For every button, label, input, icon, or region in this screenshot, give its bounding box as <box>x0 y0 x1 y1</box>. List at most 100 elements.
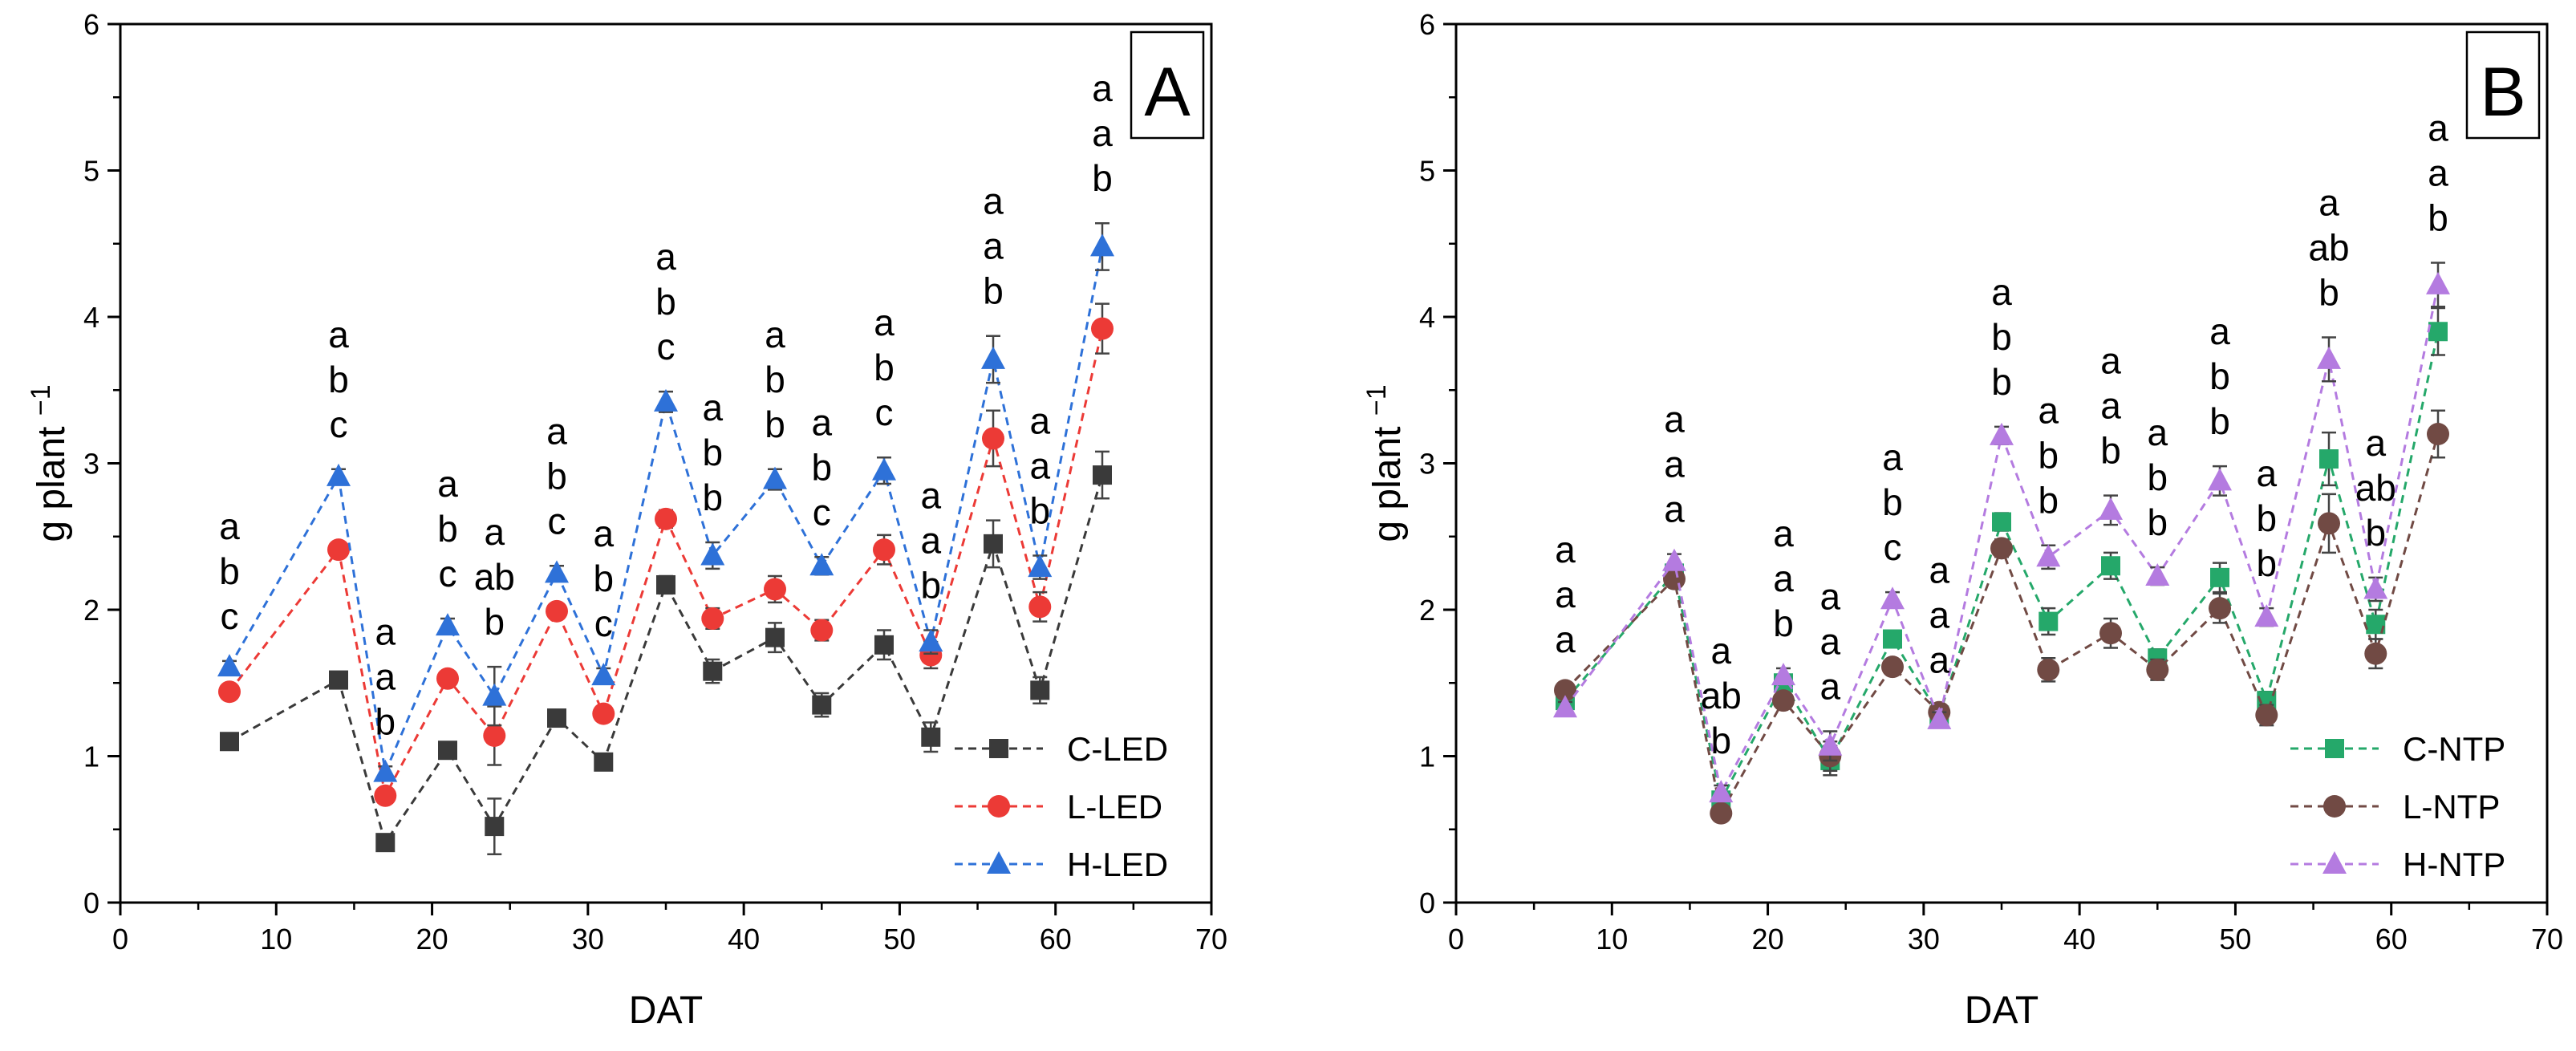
data-point <box>374 784 397 807</box>
series-c-led <box>220 450 1112 856</box>
significance-group: abc <box>655 236 676 367</box>
data-point <box>812 695 832 715</box>
y-tick-label: 2 <box>83 594 99 627</box>
significance-letter: b <box>1773 603 1794 644</box>
significance-letter: a <box>983 225 1004 267</box>
significance-letter: a <box>1819 575 1840 617</box>
data-point <box>1990 537 2013 560</box>
data-point <box>984 534 1003 554</box>
significance-letter: a <box>1929 594 1949 636</box>
significance-letter: a <box>1819 665 1840 707</box>
significance-letter: a <box>1882 436 1903 478</box>
significance-letter: b <box>328 359 349 400</box>
data-point <box>545 560 569 583</box>
data-point <box>594 752 614 772</box>
data-point <box>873 538 895 562</box>
significance-letter: a <box>2318 182 2339 224</box>
legend-marker <box>2325 739 2344 758</box>
significance-letter: a <box>1773 558 1794 599</box>
significance-group: abb <box>1991 271 2012 403</box>
data-point <box>1990 422 2014 445</box>
data-point <box>2364 642 2387 665</box>
data-point <box>1881 655 1904 679</box>
x-tick-label: 60 <box>2375 923 2408 956</box>
data-point <box>217 654 241 677</box>
data-point <box>2363 576 2388 599</box>
data-point <box>327 538 350 562</box>
data-point <box>220 732 239 752</box>
panel-label-box <box>1130 30 1205 140</box>
significance-letter: b <box>2209 355 2230 397</box>
significance-letter: b <box>2256 497 2277 539</box>
data-point <box>921 727 941 747</box>
significance-letter: a <box>1929 639 1949 681</box>
data-point <box>483 724 506 747</box>
significance-letter: a <box>1029 444 1050 486</box>
significance-letter: b <box>1029 489 1050 531</box>
y-tick-label: 4 <box>1419 301 1435 334</box>
data-point <box>329 670 348 690</box>
data-point <box>2146 658 2169 681</box>
data-point <box>327 463 351 486</box>
significance-group: aab <box>1773 513 1794 644</box>
significance-letter: b <box>765 404 785 445</box>
data-point <box>2099 622 2122 645</box>
legend-label: L-NTP <box>2403 788 2500 826</box>
data-point <box>1553 695 1577 718</box>
significance-letter: c <box>221 595 239 637</box>
significance-group: abb <box>2256 452 2277 584</box>
data-point <box>2210 567 2229 587</box>
legend-label: C-LED <box>1067 730 1168 768</box>
data-point <box>764 578 786 601</box>
significance-group: aaa <box>1555 529 1576 660</box>
significance-group: abc <box>328 314 349 445</box>
significance-group: aab <box>2100 340 2121 472</box>
significance-letter: b <box>1991 361 2012 403</box>
significance-letter: b <box>765 359 785 400</box>
significance-letter: b <box>983 270 1004 312</box>
x-tick-label: 0 <box>1448 923 1464 956</box>
significance-group: abc <box>874 302 895 433</box>
x-tick-label: 20 <box>1752 923 1784 956</box>
significance-letter: ab <box>2308 227 2349 269</box>
data-point <box>2426 271 2450 294</box>
significance-letter: b <box>2038 435 2059 477</box>
significance-letter: ab <box>1701 675 1742 716</box>
x-axis-title: DAT <box>629 989 703 1032</box>
x-tick-label: 50 <box>883 923 915 956</box>
series-line <box>229 474 1104 846</box>
significance-group: aab <box>2428 107 2448 238</box>
data-point <box>1883 629 1902 649</box>
data-point <box>1030 680 1050 700</box>
significance-letter: a <box>1664 444 1685 485</box>
significance-letter: b <box>655 281 676 323</box>
significance-letter: a <box>1664 399 1685 440</box>
data-point <box>1091 317 1114 340</box>
significance-letter: a <box>1819 620 1840 662</box>
y-tick-label: 5 <box>1419 155 1435 188</box>
data-point <box>375 833 396 853</box>
panel-label: B <box>2480 54 2525 131</box>
significance-letter: a <box>765 314 785 355</box>
data-point <box>872 457 896 481</box>
data-point <box>765 627 785 647</box>
legend-label: H-NTP <box>2403 846 2505 883</box>
data-point <box>485 817 505 837</box>
significance-group: aaa <box>1929 550 1949 681</box>
y-axis-title-main: g plant <box>30 416 73 542</box>
series-l-ntp <box>1554 409 2449 825</box>
significance-group: aab <box>1029 400 1050 531</box>
significance-letter: b <box>811 446 832 488</box>
significance-letter: a <box>2038 390 2059 432</box>
significance-group: abb <box>702 387 723 518</box>
significance-group: abb <box>765 314 785 445</box>
significance-letter: c <box>439 553 457 594</box>
significance-letter: c <box>1884 526 1902 568</box>
data-point <box>874 635 894 655</box>
significance-letter: a <box>1991 271 2012 313</box>
significance-letter: a <box>546 410 567 452</box>
data-point <box>1709 780 1734 803</box>
